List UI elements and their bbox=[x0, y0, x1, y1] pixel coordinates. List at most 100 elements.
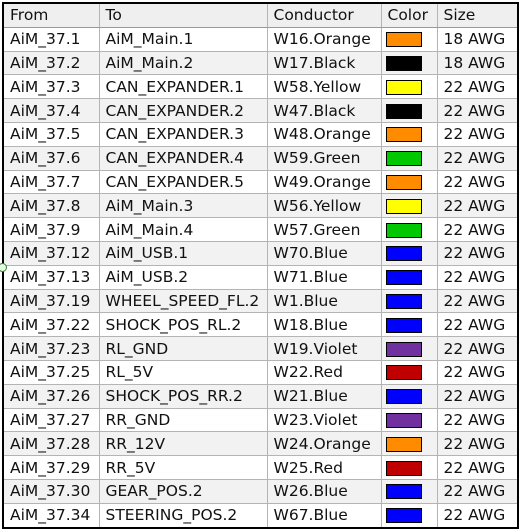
table-row[interactable]: AiM_37.12 AiM_USB.1 W70.Blue 22 AWG bbox=[2, 240, 519, 266]
cell-from[interactable]: AiM_37.28 bbox=[2, 431, 100, 457]
cell-size[interactable]: 22 AWG bbox=[436, 359, 519, 385]
table-row[interactable]: AiM_37.1 AiM_Main.1 W16.Orange 18 AWG bbox=[2, 26, 519, 52]
cell-size[interactable]: 22 AWG bbox=[436, 121, 519, 147]
cell-size[interactable]: 22 AWG bbox=[436, 217, 519, 242]
cell-conductor[interactable]: W21.Blue bbox=[266, 383, 382, 409]
cell-to[interactable]: STEERING_POS.2 bbox=[98, 502, 268, 529]
cell-to[interactable]: RL_5V bbox=[98, 359, 268, 385]
cell-conductor[interactable]: W67.Blue bbox=[266, 502, 382, 529]
cell-conductor[interactable]: W48.Orange bbox=[266, 121, 382, 147]
cell-from[interactable]: AiM_37.13 bbox=[2, 264, 100, 290]
cell-to[interactable]: AiM_Main.3 bbox=[98, 193, 268, 219]
cell-from[interactable]: AiM_37.25 bbox=[2, 359, 100, 385]
cell-color[interactable] bbox=[380, 217, 438, 242]
cell-from[interactable]: AiM_37.34 bbox=[2, 502, 100, 529]
cell-to[interactable]: RR_5V bbox=[98, 455, 268, 480]
table-row[interactable]: AiM_37.3 CAN_EXPANDER.1 W58.Yellow 22 AWG bbox=[2, 74, 519, 100]
cell-conductor[interactable]: W23.Violet bbox=[266, 407, 382, 433]
cell-to[interactable]: SHOCK_POS_RL.2 bbox=[98, 312, 268, 338]
cell-from[interactable]: AiM_37.19 bbox=[2, 288, 100, 314]
cell-size[interactable]: 22 AWG bbox=[436, 407, 519, 433]
cell-to[interactable]: CAN_EXPANDER.5 bbox=[98, 169, 268, 195]
cell-size[interactable]: 22 AWG bbox=[436, 478, 519, 504]
cell-color[interactable] bbox=[380, 502, 438, 529]
cell-color[interactable] bbox=[380, 74, 438, 100]
table-row[interactable]: AiM_37.19 WHEEL_SPEED_FL.2 W1.Blue 22 AWG bbox=[2, 288, 519, 314]
cell-to[interactable]: GEAR_POS.2 bbox=[98, 478, 268, 504]
cell-size[interactable]: 22 AWG bbox=[436, 98, 519, 123]
cell-color[interactable] bbox=[380, 169, 438, 195]
cell-from[interactable]: AiM_37.1 bbox=[2, 26, 100, 52]
cell-size[interactable]: 22 AWG bbox=[436, 312, 519, 338]
cell-size[interactable]: 18 AWG bbox=[436, 26, 519, 52]
cell-color[interactable] bbox=[380, 478, 438, 504]
cell-conductor[interactable]: W26.Blue bbox=[266, 478, 382, 504]
cell-color[interactable] bbox=[380, 50, 438, 76]
cell-size[interactable]: 22 AWG bbox=[436, 455, 519, 480]
table-row[interactable]: AiM_37.8 AiM_Main.3 W56.Yellow 22 AWG bbox=[2, 193, 519, 219]
cell-color[interactable] bbox=[380, 383, 438, 409]
cell-color[interactable] bbox=[380, 98, 438, 123]
cell-to[interactable]: CAN_EXPANDER.1 bbox=[98, 74, 268, 100]
cell-to[interactable]: RR_GND bbox=[98, 407, 268, 433]
cell-from[interactable]: AiM_37.22 bbox=[2, 312, 100, 338]
cell-to[interactable]: CAN_EXPANDER.3 bbox=[98, 121, 268, 147]
cell-to[interactable]: AiM_USB.2 bbox=[98, 264, 268, 290]
cell-size[interactable]: 22 AWG bbox=[436, 193, 519, 219]
cell-color[interactable] bbox=[380, 312, 438, 338]
cell-conductor[interactable]: W47.Black bbox=[266, 98, 382, 123]
cell-size[interactable]: 22 AWG bbox=[436, 288, 519, 314]
cell-conductor[interactable]: W59.Green bbox=[266, 145, 382, 171]
cell-conductor[interactable]: W18.Blue bbox=[266, 312, 382, 338]
table-row[interactable]: AiM_37.13 AiM_USB.2 W71.Blue 22 AWG bbox=[2, 264, 519, 290]
table-row[interactable]: AiM_37.29 RR_5V W25.Red 22 AWG bbox=[2, 455, 519, 480]
cell-to[interactable]: AiM_USB.1 bbox=[98, 240, 268, 266]
cell-from[interactable]: AiM_37.8 bbox=[2, 193, 100, 219]
cell-size[interactable]: 22 AWG bbox=[436, 145, 519, 171]
table-row[interactable]: AiM_37.26 SHOCK_POS_RR.2 W21.Blue 22 AWG bbox=[2, 383, 519, 409]
cell-color[interactable] bbox=[380, 145, 438, 171]
cell-from[interactable]: AiM_37.4 bbox=[2, 98, 100, 123]
header-color[interactable]: Color bbox=[380, 2, 438, 28]
cell-conductor[interactable]: W49.Orange bbox=[266, 169, 382, 195]
cell-conductor[interactable]: W19.Violet bbox=[266, 336, 382, 361]
table-row[interactable]: AiM_37.6 CAN_EXPANDER.4 W59.Green 22 AWG bbox=[2, 145, 519, 171]
table-row[interactable]: AiM_37.25 RL_5V W22.Red 22 AWG bbox=[2, 359, 519, 385]
cell-color[interactable] bbox=[380, 431, 438, 457]
cell-conductor[interactable]: W70.Blue bbox=[266, 240, 382, 266]
cell-size[interactable]: 22 AWG bbox=[436, 169, 519, 195]
cell-size[interactable]: 22 AWG bbox=[436, 431, 519, 457]
header-size[interactable]: Size bbox=[436, 2, 519, 28]
cell-size[interactable]: 22 AWG bbox=[436, 336, 519, 361]
table-row[interactable]: AiM_37.30 GEAR_POS.2 W26.Blue 22 AWG bbox=[2, 478, 519, 504]
cell-from[interactable]: AiM_37.7 bbox=[2, 169, 100, 195]
cell-from[interactable]: AiM_37.29 bbox=[2, 455, 100, 480]
cell-conductor[interactable]: W16.Orange bbox=[266, 26, 382, 52]
cell-from[interactable]: AiM_37.9 bbox=[2, 217, 100, 242]
cell-to[interactable]: CAN_EXPANDER.4 bbox=[98, 145, 268, 171]
row-resize-handle[interactable] bbox=[0, 263, 7, 272]
cell-size[interactable]: 18 AWG bbox=[436, 50, 519, 76]
cell-to[interactable]: CAN_EXPANDER.2 bbox=[98, 98, 268, 123]
table-row[interactable]: AiM_37.7 CAN_EXPANDER.5 W49.Orange 22 AWG bbox=[2, 169, 519, 195]
cell-color[interactable] bbox=[380, 455, 438, 480]
cell-conductor[interactable]: W17.Black bbox=[266, 50, 382, 76]
cell-to[interactable]: RR_12V bbox=[98, 431, 268, 457]
cell-from[interactable]: AiM_37.30 bbox=[2, 478, 100, 504]
cell-conductor[interactable]: W24.Orange bbox=[266, 431, 382, 457]
cell-color[interactable] bbox=[380, 193, 438, 219]
header-conductor[interactable]: Conductor bbox=[266, 2, 382, 28]
table-row[interactable]: AiM_37.2 AiM_Main.2 W17.Black 18 AWG bbox=[2, 50, 519, 76]
table-row[interactable]: AiM_37.28 RR_12V W24.Orange 22 AWG bbox=[2, 431, 519, 457]
cell-color[interactable] bbox=[380, 407, 438, 433]
cell-color[interactable] bbox=[380, 240, 438, 266]
cell-conductor[interactable]: W58.Yellow bbox=[266, 74, 382, 100]
cell-color[interactable] bbox=[380, 288, 438, 314]
cell-conductor[interactable]: W71.Blue bbox=[266, 264, 382, 290]
cell-from[interactable]: AiM_37.6 bbox=[2, 145, 100, 171]
table-row[interactable]: AiM_37.34 STEERING_POS.2 W67.Blue 22 AWG bbox=[2, 502, 519, 529]
cell-to[interactable]: SHOCK_POS_RR.2 bbox=[98, 383, 268, 409]
cell-to[interactable]: AiM_Main.1 bbox=[98, 26, 268, 52]
header-to[interactable]: To bbox=[98, 2, 268, 28]
cell-color[interactable] bbox=[380, 359, 438, 385]
